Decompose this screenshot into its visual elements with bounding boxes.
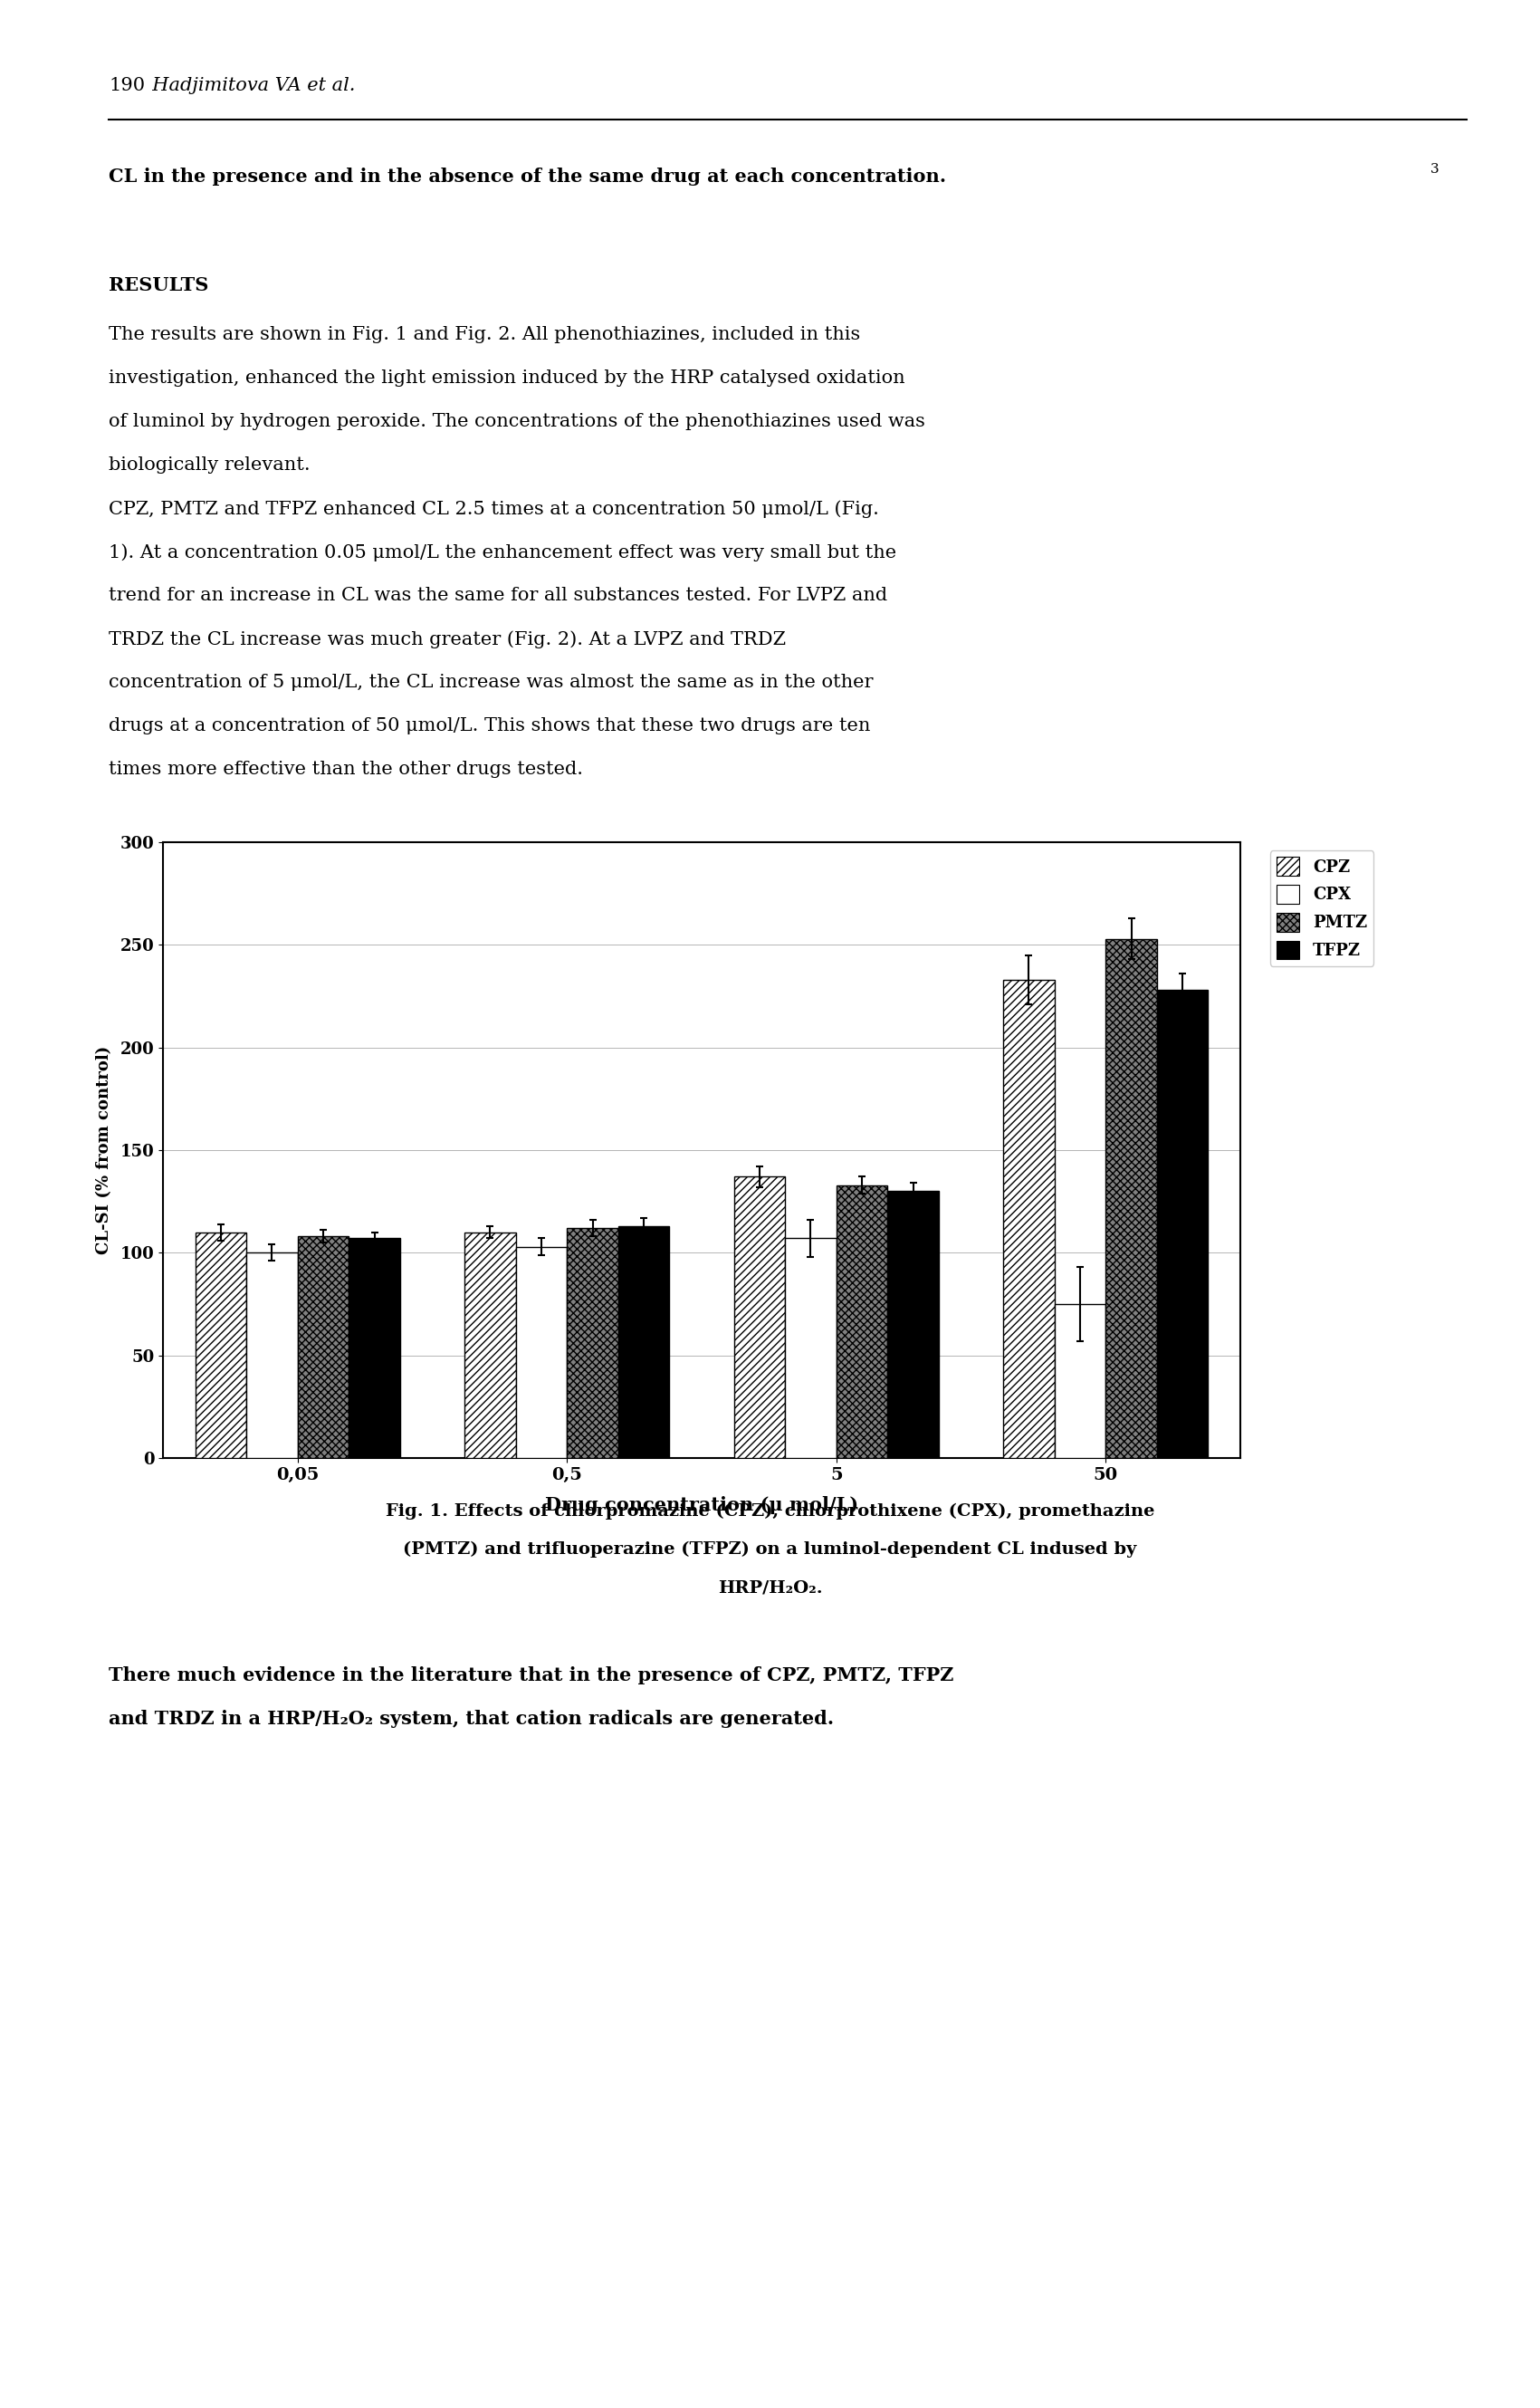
Bar [618, 1226, 670, 1457]
Text: RESULTS: RESULTS [109, 277, 208, 294]
Text: investigation, enhanced the light emission induced by the HRP catalysed oxidatio: investigation, enhanced the light emissi… [109, 368, 906, 388]
Text: 3: 3 [1431, 164, 1440, 176]
Text: drugs at a concentration of 50 μmol/L. This shows that these two drugs are ten: drugs at a concentration of 50 μmol/L. T… [109, 718, 870, 734]
Bar [465, 1233, 516, 1457]
Text: (PMTZ) and trifluoperazine (TFPZ) on a luminol-dependent CL indused by: (PMTZ) and trifluoperazine (TFPZ) on a l… [403, 1541, 1137, 1558]
Text: and TRDZ in a HRP/H₂O₂ system, that cation radicals are generated.: and TRDZ in a HRP/H₂O₂ system, that cati… [109, 1710, 835, 1729]
Text: TRDZ the CL increase was much greater (Fig. 2). At a LVPZ and TRDZ: TRDZ the CL increase was much greater (F… [109, 631, 785, 648]
Bar [297, 1235, 348, 1457]
Text: Fig. 1. Effects of chlorpromazine (CPZ), chlorprothixene (CPX), promethazine: Fig. 1. Effects of chlorpromazine (CPZ),… [385, 1503, 1155, 1519]
Bar [348, 1238, 400, 1457]
Bar [246, 1252, 297, 1457]
Bar [1106, 939, 1157, 1457]
Text: Hadjimitova VA et al.: Hadjimitova VA et al. [140, 77, 356, 94]
Bar [735, 1178, 785, 1457]
Legend: CPZ, CPX, PMTZ, TFPZ: CPZ, CPX, PMTZ, TFPZ [1270, 850, 1374, 966]
Bar [567, 1228, 618, 1457]
Bar [1055, 1305, 1106, 1457]
X-axis label: Drug concentration (μ mol/L): Drug concentration (μ mol/L) [545, 1495, 858, 1515]
Text: 1). At a concentration 0.05 μmol/L the enhancement effect was very small but the: 1). At a concentration 0.05 μmol/L the e… [109, 544, 896, 561]
Text: There much evidence in the literature that in the presence of CPZ, PMTZ, TFPZ: There much evidence in the literature th… [109, 1666, 953, 1686]
Text: concentration of 5 μmol/L, the CL increase was almost the same as in the other: concentration of 5 μmol/L, the CL increa… [109, 674, 873, 691]
Text: HRP/H₂O₂.: HRP/H₂O₂. [718, 1580, 822, 1597]
Text: CL in the presence and in the absence of the same drug at each concentration.: CL in the presence and in the absence of… [109, 169, 946, 185]
Text: of luminol by hydrogen peroxide. The concentrations of the phenothiazines used w: of luminol by hydrogen peroxide. The con… [109, 412, 926, 431]
Text: The results are shown in Fig. 1 and Fig. 2. All phenothiazines, included in this: The results are shown in Fig. 1 and Fig.… [109, 325, 861, 344]
Bar [1157, 990, 1207, 1457]
Bar [1003, 980, 1055, 1457]
Bar [516, 1247, 567, 1457]
Bar [785, 1238, 836, 1457]
Bar [836, 1185, 887, 1457]
Bar [196, 1233, 246, 1457]
Text: 190: 190 [109, 77, 145, 94]
Text: trend for an increase in CL was the same for all substances tested. For LVPZ and: trend for an increase in CL was the same… [109, 588, 887, 604]
Text: times more effective than the other drugs tested.: times more effective than the other drug… [109, 761, 584, 778]
Y-axis label: CL-SI (% from control): CL-SI (% from control) [95, 1045, 112, 1255]
Bar [887, 1192, 939, 1457]
Text: biologically relevant.: biologically relevant. [109, 458, 310, 474]
Text: CPZ, PMTZ and TFPZ enhanced CL 2.5 times at a concentration 50 μmol/L (Fig.: CPZ, PMTZ and TFPZ enhanced CL 2.5 times… [109, 501, 879, 518]
